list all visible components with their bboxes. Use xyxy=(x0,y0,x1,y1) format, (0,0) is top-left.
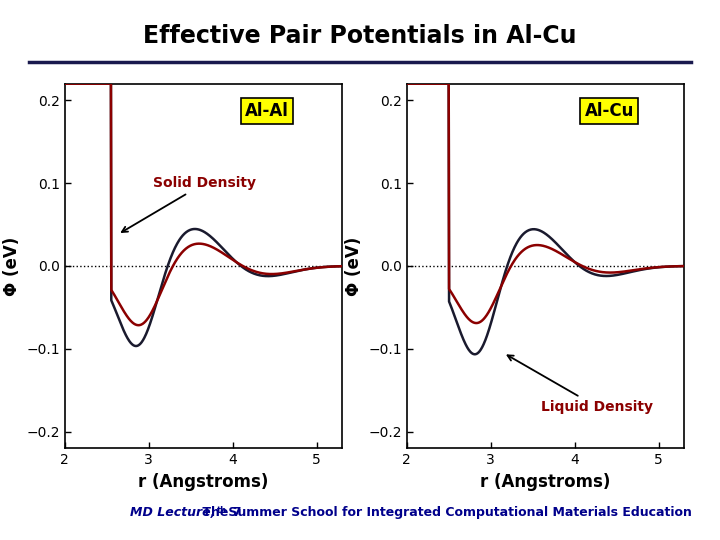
Text: Summer School for Integrated Computational Materials Education: Summer School for Integrated Computation… xyxy=(224,507,692,519)
X-axis label: r (Angstroms): r (Angstroms) xyxy=(480,472,611,491)
Text: Effective Pair Potentials in Al-Cu: Effective Pair Potentials in Al-Cu xyxy=(143,24,577,48)
X-axis label: r (Angstroms): r (Angstroms) xyxy=(138,472,269,491)
Text: th: th xyxy=(217,506,227,515)
Y-axis label: Φ (eV): Φ (eV) xyxy=(345,237,363,295)
Text: Al-Al: Al-Al xyxy=(246,102,289,120)
Text: Al-Cu: Al-Cu xyxy=(585,102,634,120)
Text: Liquid Density: Liquid Density xyxy=(508,355,653,414)
Text: MD Lecture,: MD Lecture, xyxy=(130,507,215,519)
Y-axis label: Φ (eV): Φ (eV) xyxy=(3,237,21,295)
Text: The 7: The 7 xyxy=(198,507,241,519)
Text: Solid Density: Solid Density xyxy=(122,176,256,232)
